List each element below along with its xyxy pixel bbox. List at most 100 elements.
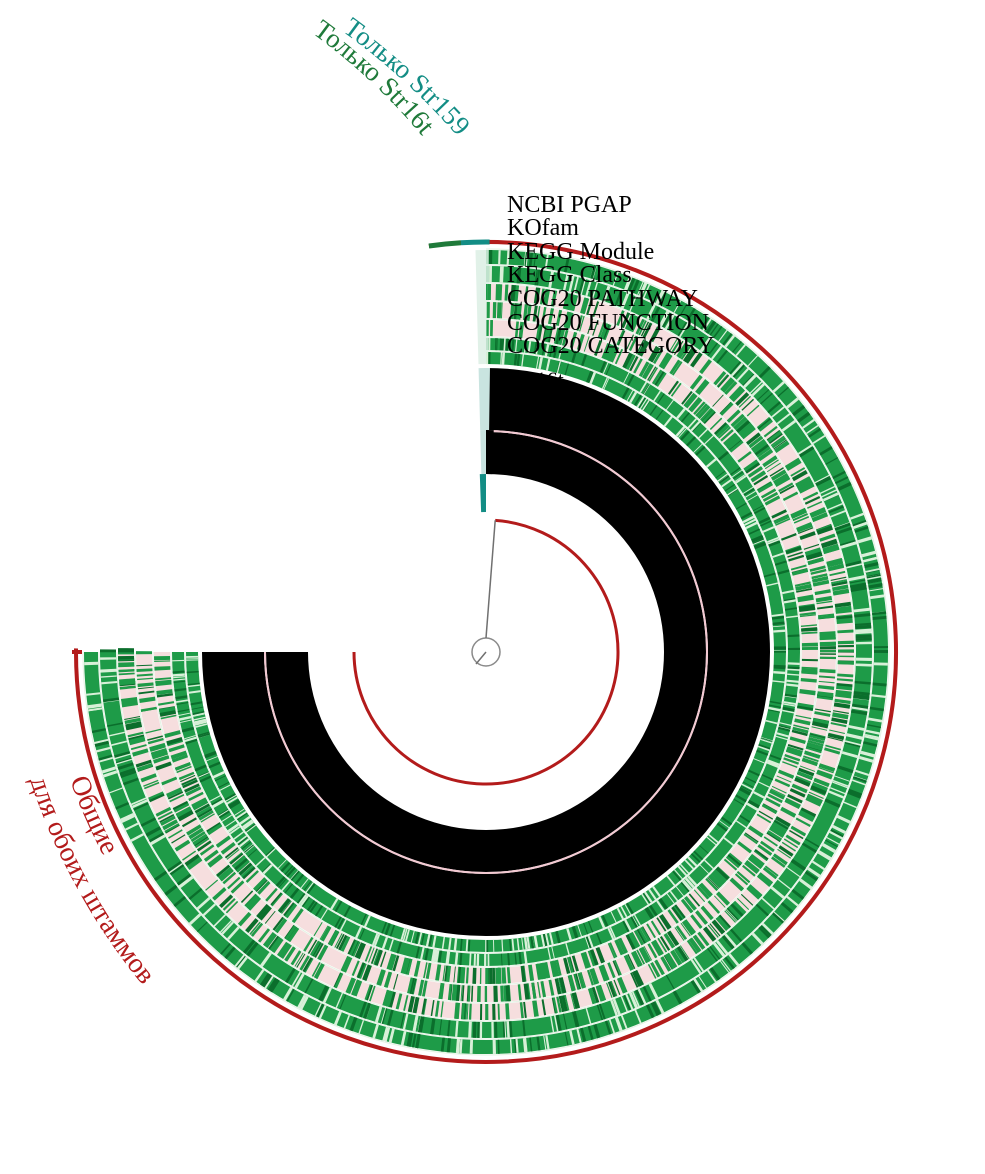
annotation-tick — [615, 349, 624, 365]
annotation-tick — [173, 680, 186, 683]
annotation-tick — [461, 985, 465, 1002]
annotation-tick — [768, 709, 780, 713]
annotation-tick — [819, 656, 836, 660]
annotation-tick — [441, 936, 446, 949]
annotation-tick — [551, 946, 555, 959]
annotation-tick — [172, 670, 185, 674]
annotation-tick — [275, 876, 286, 887]
annotation-tick — [570, 993, 576, 1010]
annotation-tick — [853, 695, 870, 701]
annotation-tick — [783, 701, 796, 706]
annotation-tick — [730, 878, 744, 891]
annotation-tick — [114, 751, 131, 758]
annotation-tick — [187, 682, 200, 686]
annotation-tick — [133, 802, 149, 811]
annotation-tick — [830, 829, 844, 838]
annotation-tick — [625, 354, 635, 370]
annotation-tick — [788, 554, 805, 562]
annotation-tick — [567, 975, 575, 992]
annotation-tick — [234, 954, 245, 967]
annotation-tick — [819, 533, 836, 542]
annotation-tick — [167, 740, 184, 747]
annotation-tick — [751, 932, 764, 945]
annotation-tick — [721, 816, 733, 826]
annotation-tick — [180, 774, 196, 783]
annotation-tick — [498, 284, 501, 301]
annotation-tick — [296, 893, 306, 904]
annotation-tick — [636, 339, 645, 355]
annotation-tick — [773, 819, 789, 830]
annotation-tick — [819, 669, 836, 674]
annotation-tick — [793, 516, 810, 524]
annotation-tick — [741, 942, 753, 955]
annotation-tick — [548, 271, 554, 288]
annotation-tick — [240, 890, 254, 903]
annotation-tick — [198, 732, 211, 739]
annotation-tick — [330, 898, 339, 910]
annotation-tick — [817, 691, 834, 698]
annotation-tick — [761, 774, 774, 781]
annotation-tick — [757, 448, 774, 462]
annotation-tick — [486, 302, 490, 319]
annotation-tick — [120, 770, 137, 779]
annotation-tick — [159, 710, 177, 717]
annotation-tick — [515, 339, 518, 352]
annotation-tick — [569, 956, 575, 973]
annotation-tick — [234, 808, 245, 816]
annotation-tick — [633, 914, 642, 926]
annotation-tick — [833, 702, 851, 709]
annotation-tick — [264, 975, 274, 989]
annotation-tick — [609, 942, 618, 958]
annotation-tick — [786, 866, 801, 878]
annotation-tick — [212, 771, 225, 779]
annotation-tick — [723, 858, 738, 871]
annotation-tick — [799, 447, 815, 458]
annotation-tick — [816, 770, 833, 779]
annotation-tick — [790, 564, 807, 571]
annotation-tick — [776, 732, 789, 738]
annotation-tick — [693, 978, 704, 992]
annotation-tick — [197, 772, 210, 778]
layer-label-str159: Str159 — [510, 410, 569, 435]
annotation-tick — [827, 734, 844, 740]
annotation-tick — [782, 589, 795, 595]
annotation-tick — [755, 903, 769, 917]
annotation-tick — [800, 677, 817, 683]
annotation-tick — [285, 967, 296, 984]
annotation-tick — [407, 977, 414, 994]
annotation-tick — [697, 380, 710, 395]
annotation-tick — [228, 799, 240, 808]
annotation-tick — [740, 425, 756, 440]
annotation-tick — [811, 781, 829, 792]
annotation-tick — [791, 729, 808, 737]
annotation-tick — [639, 341, 650, 357]
annotation-tick — [804, 870, 819, 882]
annotation-tick — [773, 473, 789, 485]
annotation-tick — [736, 871, 751, 884]
annotation-tick — [139, 696, 156, 703]
annotation-tick — [583, 922, 589, 935]
annotation-tick — [204, 750, 217, 758]
annotation-tick — [753, 507, 766, 515]
annotation-tick — [291, 908, 304, 924]
annotation-tick — [563, 957, 571, 974]
annotation-tick — [633, 394, 642, 406]
annotation-tick — [756, 446, 771, 458]
annotation-tick — [598, 965, 607, 982]
annotation-tick — [868, 717, 883, 723]
dendrogram-branch-short — [475, 651, 487, 665]
annotation-tick — [614, 939, 625, 956]
annotation-tick — [808, 791, 824, 799]
annotation-tick — [753, 541, 766, 549]
annotation-tick — [772, 853, 788, 866]
annotation-tick — [707, 947, 718, 962]
annotation-tick — [803, 755, 819, 763]
annotation-tick — [812, 575, 829, 582]
annotation-tick — [571, 350, 578, 363]
annotation-tick — [869, 588, 884, 592]
annotation-tick — [724, 956, 735, 970]
annotation-tick — [168, 744, 185, 753]
annotation-tick — [488, 352, 491, 365]
annotation-tick — [601, 914, 609, 927]
annotation-tick — [786, 748, 803, 757]
